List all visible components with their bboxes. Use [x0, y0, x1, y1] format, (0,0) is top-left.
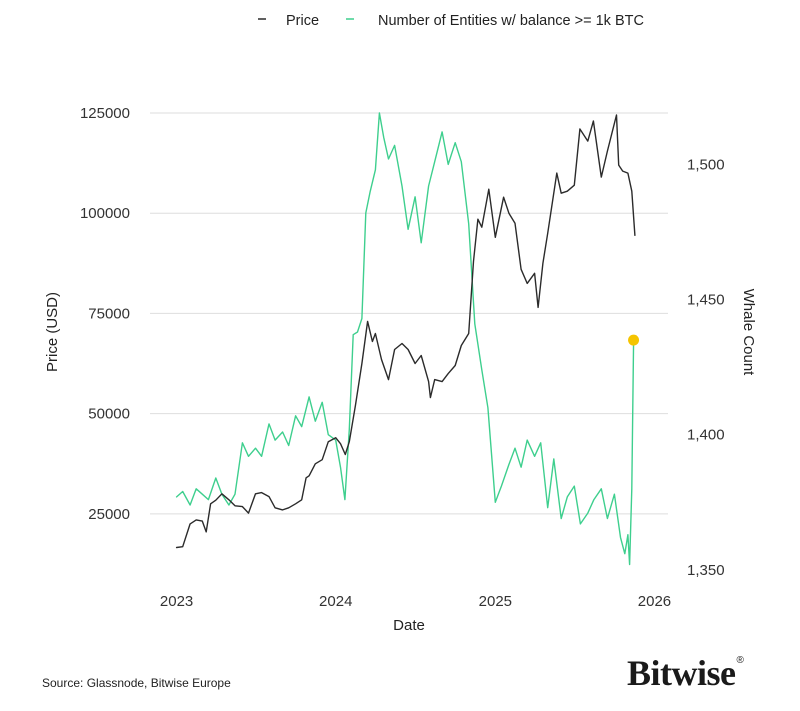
legend: Price Number of Entities w/ balance >= 1… — [258, 13, 644, 29]
y-right-tick-label: 1,500 — [687, 156, 725, 173]
series-layer — [175, 112, 636, 566]
registered-mark: ® — [736, 655, 744, 666]
y-left-tick-label: 50000 — [88, 406, 130, 423]
legend-label-price: Price — [286, 13, 319, 29]
y-left-tick-label: 75000 — [88, 305, 130, 322]
left-axis-ticks: 25000 50000 75000 100000 125000 — [80, 105, 130, 523]
x-axis-title: Date — [393, 617, 425, 634]
brand-name: Bitwise — [627, 653, 736, 693]
y-right-tick-label: 1,350 — [687, 562, 725, 579]
annotation-layer — [628, 334, 640, 346]
right-axis-ticks: 1,350 1,400 1,450 1,500 — [687, 156, 725, 579]
y-left-tick-label: 100000 — [80, 205, 130, 222]
y-left-tick-label: 125000 — [80, 105, 130, 122]
x-tick-label: 2024 — [319, 593, 352, 610]
x-tick-label: 2023 — [160, 593, 193, 610]
x-tick-label: 2025 — [479, 593, 512, 610]
gridlines — [150, 112, 668, 515]
x-axis-ticks: 2023 2024 2025 2026 — [160, 593, 671, 610]
latest-value-marker — [628, 334, 640, 346]
y-axis-title-left: Price (USD) — [44, 292, 61, 372]
y-left-tick-label: 25000 — [88, 506, 130, 523]
y-right-tick-label: 1,400 — [687, 427, 725, 444]
x-tick-label: 2026 — [638, 593, 671, 610]
legend-label-whales: Number of Entities w/ balance >= 1k BTC — [378, 13, 644, 29]
y-axis-title-right: Whale Count — [740, 289, 757, 377]
y-right-tick-label: 1,450 — [687, 292, 725, 309]
source-note: Source: Glassnode, Bitwise Europe — [42, 676, 231, 690]
bitwise-logo: Bitwise® — [627, 652, 744, 694]
series-line-whale-count — [175, 112, 635, 566]
series-line-price — [175, 114, 636, 549]
